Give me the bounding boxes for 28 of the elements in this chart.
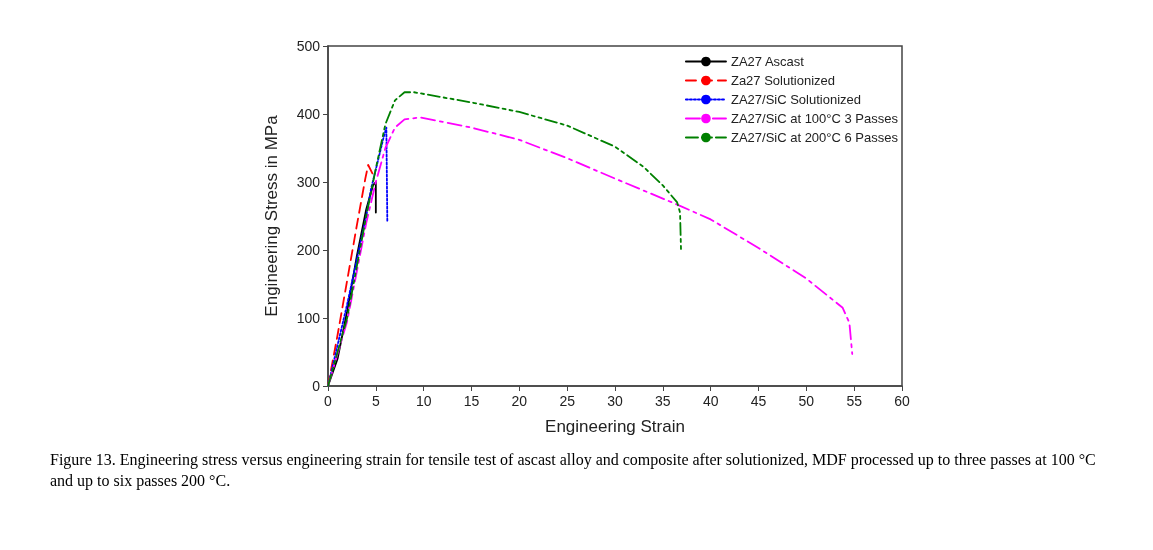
x-tick-label: 60 (894, 393, 910, 409)
x-tick-label: 55 (846, 393, 863, 409)
line-series (327, 91, 682, 387)
y-axis-title: Engineering Stress in MPa (262, 114, 281, 317)
y-tick-label: 100 (296, 310, 321, 326)
legend-label: ZA27/SiC at 200°C 6 Passes (730, 130, 899, 145)
y-tick-label: 200 (296, 242, 321, 258)
x-tick-label: 30 (607, 393, 623, 409)
x-tick-label: 25 (559, 393, 576, 409)
x-tick-label: 20 (511, 393, 528, 409)
y-tick-label: 400 (296, 106, 321, 122)
legend-label: ZA27/SiC Solutionized (730, 92, 862, 107)
x-tick-label: 40 (702, 393, 719, 409)
x-tick-label: 50 (798, 393, 815, 409)
x-tick-label: 45 (750, 393, 767, 409)
legend-label: ZA27 Ascast (730, 54, 805, 69)
x-axis-title: Engineering Strain (545, 417, 685, 436)
x-tick-label: 0 (324, 393, 333, 409)
x-tick-label: 5 (371, 393, 380, 409)
legend-label: Za27 Solutionized (730, 73, 836, 88)
x-tick-label: 10 (415, 393, 432, 409)
caption: Figure 13. Engineering stress versus engineering strain for tensile test of ascast alloy and composite after solutionized, MDF processed up to three passes at 100 °C and up to six passes 200 °C. (50, 450, 1097, 492)
legend-label: ZA27/SiC at 100°C 3 Passes (730, 111, 899, 126)
y-tick-label: 300 (296, 174, 321, 190)
y-tick-label: 0 (312, 378, 321, 394)
x-tick-label: 35 (655, 393, 671, 409)
y-tick-label: 500 (296, 38, 321, 54)
x-tick-label: 15 (463, 393, 480, 409)
